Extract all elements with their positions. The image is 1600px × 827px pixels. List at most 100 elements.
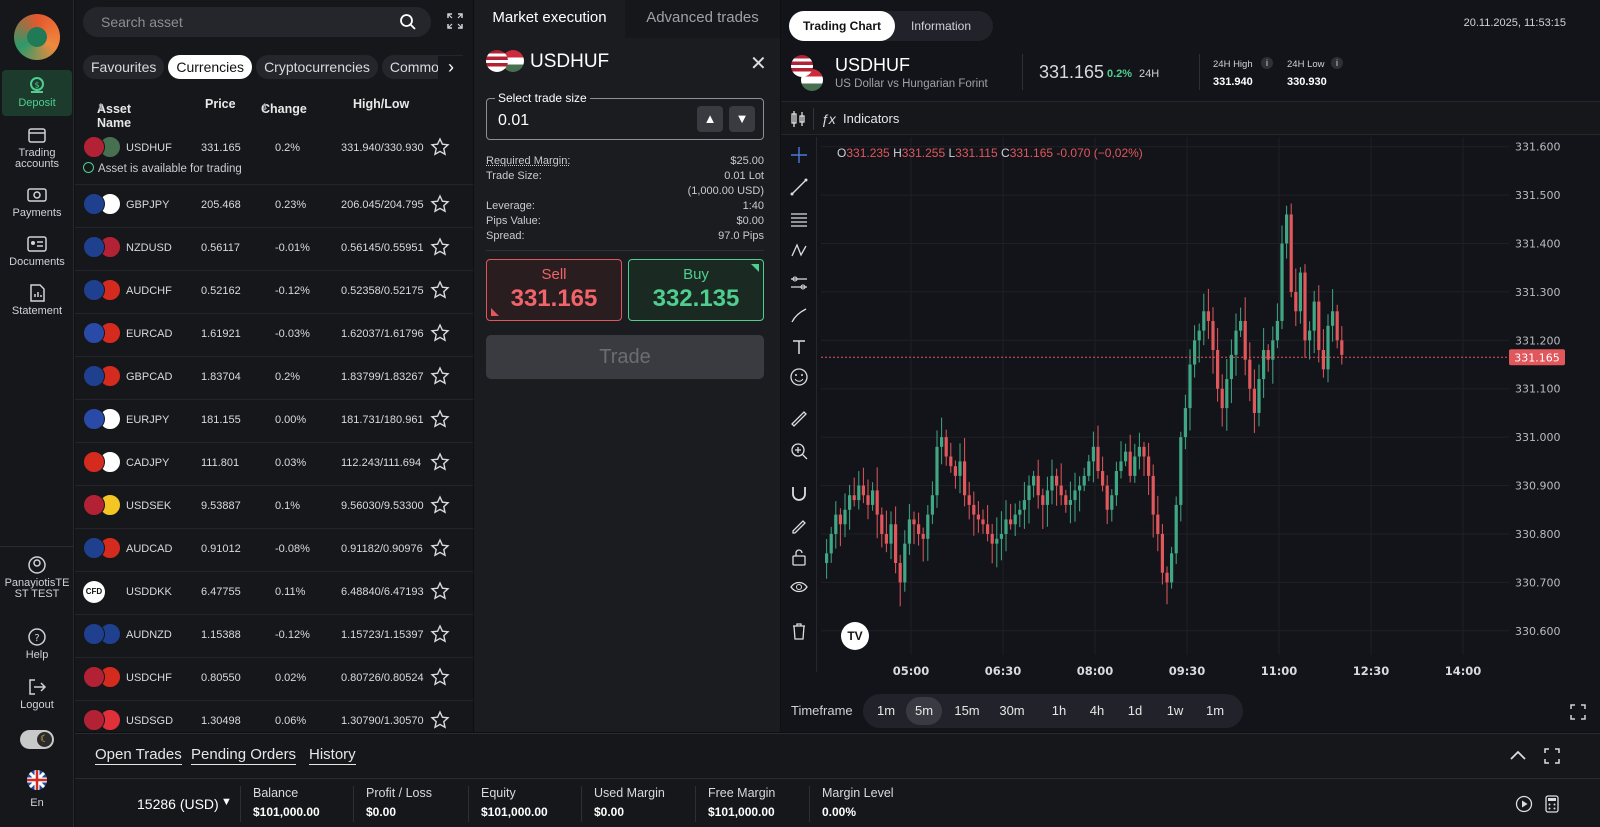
- star-icon[interactable]: [430, 581, 450, 601]
- trade-size-field[interactable]: Select trade size 0.01 ▲ ▼: [486, 91, 764, 140]
- search-icon[interactable]: [399, 13, 417, 31]
- star-icon[interactable]: [430, 710, 450, 730]
- tab-information[interactable]: Information: [911, 19, 972, 33]
- theme-toggle[interactable]: ☾: [20, 730, 54, 749]
- timeframe-4h[interactable]: 4h: [1089, 703, 1105, 718]
- tab-trading-chart[interactable]: Trading Chart: [789, 11, 896, 41]
- crosshair-icon[interactable]: [789, 145, 809, 165]
- unlock-icon[interactable]: [789, 547, 809, 567]
- calculator-icon[interactable]: [1543, 795, 1561, 813]
- tab-market-execution[interactable]: Market execution: [474, 0, 625, 38]
- tab-pending-orders[interactable]: Pending Orders: [191, 746, 297, 765]
- brand-logo[interactable]: [14, 14, 60, 60]
- nav-user[interactable]: PanayiotisTE ST TEST: [2, 556, 72, 600]
- star-icon[interactable]: [430, 237, 450, 257]
- sell-button[interactable]: Sell 331.165: [486, 259, 622, 321]
- prediction-icon[interactable]: [789, 273, 809, 293]
- star-icon[interactable]: [430, 323, 450, 343]
- table-row[interactable]: GBPJPY 205.468 0.23% 206.045/204.795: [75, 185, 473, 228]
- table-row[interactable]: EURJPY 181.155 0.00% 181.731/180.961: [75, 400, 473, 443]
- chevron-down-icon[interactable]: ▼: [729, 106, 755, 132]
- timeframe-1m-month[interactable]: 1m: [1205, 703, 1225, 718]
- table-row[interactable]: USDCHF 0.80550 0.02% 0.80726/0.80524: [75, 658, 473, 701]
- ruler-icon[interactable]: [789, 409, 809, 429]
- star-icon[interactable]: [430, 452, 450, 472]
- pattern-icon[interactable]: [789, 241, 809, 261]
- account-selector[interactable]: 15286 (USD): [137, 796, 219, 812]
- magnet-icon[interactable]: [789, 483, 809, 503]
- uk-flag-icon[interactable]: [27, 770, 47, 790]
- info-icon[interactable]: i: [1331, 57, 1343, 69]
- expand-icon[interactable]: [447, 13, 463, 29]
- eye-icon[interactable]: [789, 577, 809, 597]
- candlestick-chart[interactable]: 331.600 331.500 331.400 331.300 331.200 331.1…: [819, 137, 1600, 692]
- nav-help[interactable]: ? Help: [2, 628, 72, 661]
- emoji-icon[interactable]: [789, 367, 809, 387]
- star-icon[interactable]: [430, 137, 450, 157]
- timeframe-1m[interactable]: 1m: [876, 703, 896, 718]
- candles-icon[interactable]: [790, 110, 806, 128]
- trade-button[interactable]: Trade: [486, 335, 764, 379]
- caret-down-icon[interactable]: ▼: [221, 796, 232, 808]
- nav-documents[interactable]: Documents: [2, 235, 72, 268]
- star-icon[interactable]: [430, 194, 450, 214]
- star-icon[interactable]: [430, 409, 450, 429]
- timeframe-15m[interactable]: 15m: [954, 703, 980, 718]
- table-row[interactable]: USDSGD 1.30498 0.06% 1.30790/1.30570: [75, 701, 473, 744]
- trend-line-icon[interactable]: [789, 177, 809, 197]
- close-icon[interactable]: ✕: [750, 53, 767, 75]
- timeframe-30m[interactable]: 30m: [999, 703, 1025, 718]
- star-icon[interactable]: [430, 667, 450, 687]
- expand-icon[interactable]: [1543, 747, 1561, 765]
- timeframe-1d[interactable]: 1d: [1127, 703, 1143, 718]
- chevron-right-icon[interactable]: ›: [438, 56, 464, 80]
- zoom-in-icon[interactable]: [789, 441, 809, 461]
- star-icon[interactable]: [430, 624, 450, 644]
- function-icon[interactable]: ƒx: [821, 111, 836, 127]
- nav-deposit[interactable]: $ Deposit: [2, 70, 72, 116]
- header-price[interactable]: Price: [205, 97, 236, 111]
- search-input[interactable]: Search asset: [83, 7, 431, 37]
- table-row[interactable]: EURCAD 1.61921 -0.03% 1.62037/1.61796: [75, 314, 473, 357]
- tab-advanced-trades[interactable]: Advanced trades: [646, 9, 759, 26]
- header-high-low[interactable]: High/Low: [353, 97, 410, 111]
- lock-drawing-icon[interactable]: [789, 515, 809, 535]
- info-icon[interactable]: i: [1261, 57, 1273, 69]
- tab-history[interactable]: History: [309, 746, 356, 765]
- chevron-up-icon[interactable]: ▲: [697, 106, 723, 132]
- brush-icon[interactable]: [789, 305, 809, 325]
- star-icon[interactable]: [430, 280, 450, 300]
- chevron-up-icon[interactable]: [1509, 747, 1527, 765]
- language-label[interactable]: En: [30, 797, 44, 809]
- nav-trading-accounts[interactable]: Trading accounts: [2, 126, 72, 170]
- fib-icon[interactable]: [789, 209, 809, 229]
- category-cryptocurrencies[interactable]: Cryptocurrencies: [256, 55, 378, 79]
- table-row[interactable]: USDSEK 9.53887 0.1% 9.56030/9.53300: [75, 486, 473, 529]
- nav-statement[interactable]: Statement: [2, 284, 72, 317]
- table-row[interactable]: GBPCAD 1.83704 0.2% 1.83799/1.83267: [75, 357, 473, 400]
- star-icon[interactable]: [430, 495, 450, 515]
- table-row[interactable]: AUDCAD 0.91012 -0.08% 0.91182/0.90976: [75, 529, 473, 572]
- table-row[interactable]: AUDNZD 1.15388 -0.12% 1.15723/1.15397: [75, 615, 473, 658]
- table-row[interactable]: AUDCHF 0.52162 -0.12% 0.52358/0.52175: [75, 271, 473, 314]
- timeframe-1h[interactable]: 1h: [1051, 703, 1067, 718]
- table-row[interactable]: CADJPY 111.801 0.03% 112.243/111.694: [75, 443, 473, 486]
- table-row[interactable]: CFD USDDKK 6.47755 0.11% 6.48840/6.47193: [75, 572, 473, 615]
- star-icon[interactable]: [430, 366, 450, 386]
- timeframe-1w[interactable]: 1w: [1166, 703, 1184, 718]
- nav-payments[interactable]: Payments: [2, 186, 72, 219]
- category-favourites[interactable]: Favourites: [83, 55, 165, 79]
- fullscreen-icon[interactable]: [1570, 704, 1586, 720]
- text-icon[interactable]: [789, 337, 809, 357]
- indicators-button[interactable]: Indicators: [843, 111, 900, 126]
- table-row[interactable]: NZDUSD 0.56117 -0.01% 0.56145/0.55951: [75, 228, 473, 271]
- tradingview-logo[interactable]: TV: [841, 622, 869, 650]
- trash-icon[interactable]: [789, 621, 809, 641]
- play-icon[interactable]: [1515, 795, 1533, 813]
- table-row[interactable]: USDHUF 331.165 0.2% 331.940/330.930 Asset is…: [75, 128, 473, 185]
- nav-logout[interactable]: Logout: [2, 678, 72, 711]
- trade-size-value[interactable]: 0.01: [498, 112, 530, 129]
- category-currencies[interactable]: Currencies: [168, 55, 253, 79]
- timeframe-5m[interactable]: 5m: [906, 697, 942, 725]
- star-icon[interactable]: [430, 538, 450, 558]
